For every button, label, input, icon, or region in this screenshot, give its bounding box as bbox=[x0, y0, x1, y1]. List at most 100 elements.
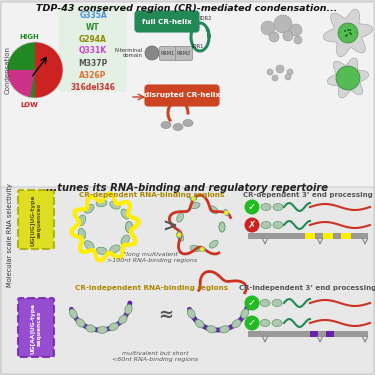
Text: disrupted CR-helix: disrupted CR-helix bbox=[144, 93, 220, 99]
Bar bbox=[248, 233, 368, 239]
Ellipse shape bbox=[190, 202, 200, 208]
FancyBboxPatch shape bbox=[59, 4, 127, 92]
Circle shape bbox=[269, 32, 279, 42]
Text: RRM1: RRM1 bbox=[161, 51, 175, 56]
FancyBboxPatch shape bbox=[18, 190, 54, 249]
Ellipse shape bbox=[161, 122, 171, 129]
Ellipse shape bbox=[86, 325, 96, 332]
Text: full CR-helix: full CR-helix bbox=[142, 18, 192, 24]
Ellipse shape bbox=[121, 209, 129, 219]
FancyBboxPatch shape bbox=[135, 11, 199, 32]
Bar bbox=[310, 331, 318, 337]
Text: ≈: ≈ bbox=[158, 306, 174, 324]
Ellipse shape bbox=[118, 315, 127, 324]
Circle shape bbox=[261, 21, 275, 35]
Text: ✓: ✓ bbox=[248, 298, 256, 308]
Ellipse shape bbox=[177, 213, 184, 222]
Text: Q331K: Q331K bbox=[79, 46, 107, 56]
Text: Molecular scale RNA selectivity: Molecular scale RNA selectivity bbox=[7, 183, 13, 287]
Circle shape bbox=[349, 32, 351, 34]
Ellipse shape bbox=[188, 309, 195, 318]
Text: N-terminal
domain: N-terminal domain bbox=[115, 48, 143, 58]
Circle shape bbox=[336, 66, 360, 90]
Ellipse shape bbox=[260, 300, 270, 306]
Text: >: > bbox=[162, 218, 177, 236]
Ellipse shape bbox=[69, 309, 77, 318]
Text: multivalent but short
<60nt RNA-binding regions: multivalent but short <60nt RNA-binding … bbox=[112, 351, 198, 362]
Ellipse shape bbox=[220, 326, 230, 333]
Ellipse shape bbox=[98, 326, 107, 333]
Circle shape bbox=[347, 29, 349, 31]
Text: LOW: LOW bbox=[20, 102, 38, 108]
Text: WT: WT bbox=[86, 22, 100, 32]
Ellipse shape bbox=[96, 200, 107, 207]
Ellipse shape bbox=[125, 304, 132, 314]
Ellipse shape bbox=[126, 222, 132, 232]
Ellipse shape bbox=[241, 309, 249, 318]
Text: IDR1: IDR1 bbox=[192, 45, 204, 50]
Ellipse shape bbox=[219, 222, 225, 232]
Polygon shape bbox=[327, 58, 369, 98]
Circle shape bbox=[349, 29, 351, 31]
Circle shape bbox=[346, 34, 348, 36]
Ellipse shape bbox=[110, 245, 120, 253]
Text: Condensation: Condensation bbox=[5, 46, 11, 94]
Circle shape bbox=[290, 24, 302, 36]
FancyBboxPatch shape bbox=[145, 85, 219, 106]
Circle shape bbox=[285, 74, 291, 80]
Ellipse shape bbox=[219, 222, 225, 232]
Text: ✓: ✓ bbox=[248, 202, 256, 212]
Text: A326P: A326P bbox=[80, 70, 106, 80]
Circle shape bbox=[274, 15, 292, 33]
Circle shape bbox=[244, 296, 260, 310]
Ellipse shape bbox=[261, 222, 271, 228]
Text: TDP-43 conserved region (CR)-mediated condensation...: TDP-43 conserved region (CR)-mediated co… bbox=[36, 4, 338, 13]
Ellipse shape bbox=[209, 240, 218, 248]
Ellipse shape bbox=[76, 319, 85, 327]
Text: 316del346: 316del346 bbox=[70, 82, 116, 92]
Bar bbox=[323, 233, 333, 239]
Text: CR-dependent 3’ end processing: CR-dependent 3’ end processing bbox=[243, 192, 373, 198]
Ellipse shape bbox=[78, 215, 86, 226]
Ellipse shape bbox=[261, 204, 271, 210]
Circle shape bbox=[344, 30, 346, 32]
Ellipse shape bbox=[190, 245, 200, 252]
Ellipse shape bbox=[209, 206, 218, 214]
Ellipse shape bbox=[272, 300, 282, 306]
Ellipse shape bbox=[273, 204, 283, 210]
Circle shape bbox=[345, 35, 347, 37]
Bar bbox=[341, 233, 351, 239]
FancyBboxPatch shape bbox=[1, 187, 374, 374]
Ellipse shape bbox=[201, 247, 204, 252]
Circle shape bbox=[283, 31, 293, 41]
Circle shape bbox=[287, 69, 293, 75]
Circle shape bbox=[145, 46, 159, 60]
Ellipse shape bbox=[84, 204, 94, 213]
Ellipse shape bbox=[110, 201, 120, 209]
Text: ...tunes its RNA-binding and regulatory repertoire: ...tunes its RNA-binding and regulatory … bbox=[46, 183, 328, 193]
Circle shape bbox=[338, 23, 358, 43]
Ellipse shape bbox=[207, 326, 216, 333]
Ellipse shape bbox=[224, 211, 229, 214]
Wedge shape bbox=[35, 42, 63, 98]
Ellipse shape bbox=[224, 209, 229, 216]
Text: G335A: G335A bbox=[79, 10, 107, 20]
Circle shape bbox=[294, 36, 302, 44]
Text: CR-dependent RNA-binding regions: CR-dependent RNA-binding regions bbox=[80, 192, 225, 198]
Wedge shape bbox=[7, 42, 35, 98]
Text: UG[UG]UG-type
sequences: UG[UG]UG-type sequences bbox=[31, 194, 41, 246]
Circle shape bbox=[244, 200, 260, 214]
Text: “long multivalent”
>100nt RNA-binding regions: “long multivalent” >100nt RNA-binding re… bbox=[107, 252, 197, 263]
Ellipse shape bbox=[173, 123, 183, 130]
Text: M337P: M337P bbox=[78, 58, 108, 68]
Circle shape bbox=[276, 65, 284, 73]
FancyBboxPatch shape bbox=[176, 46, 192, 60]
Ellipse shape bbox=[96, 247, 107, 254]
FancyBboxPatch shape bbox=[1, 2, 374, 189]
Circle shape bbox=[272, 75, 278, 81]
Text: HIGH: HIGH bbox=[19, 34, 39, 40]
Text: UG[AA]UG-type
sequences: UG[AA]UG-type sequences bbox=[31, 303, 41, 354]
Circle shape bbox=[244, 315, 260, 330]
Ellipse shape bbox=[232, 320, 241, 328]
FancyBboxPatch shape bbox=[159, 46, 177, 60]
